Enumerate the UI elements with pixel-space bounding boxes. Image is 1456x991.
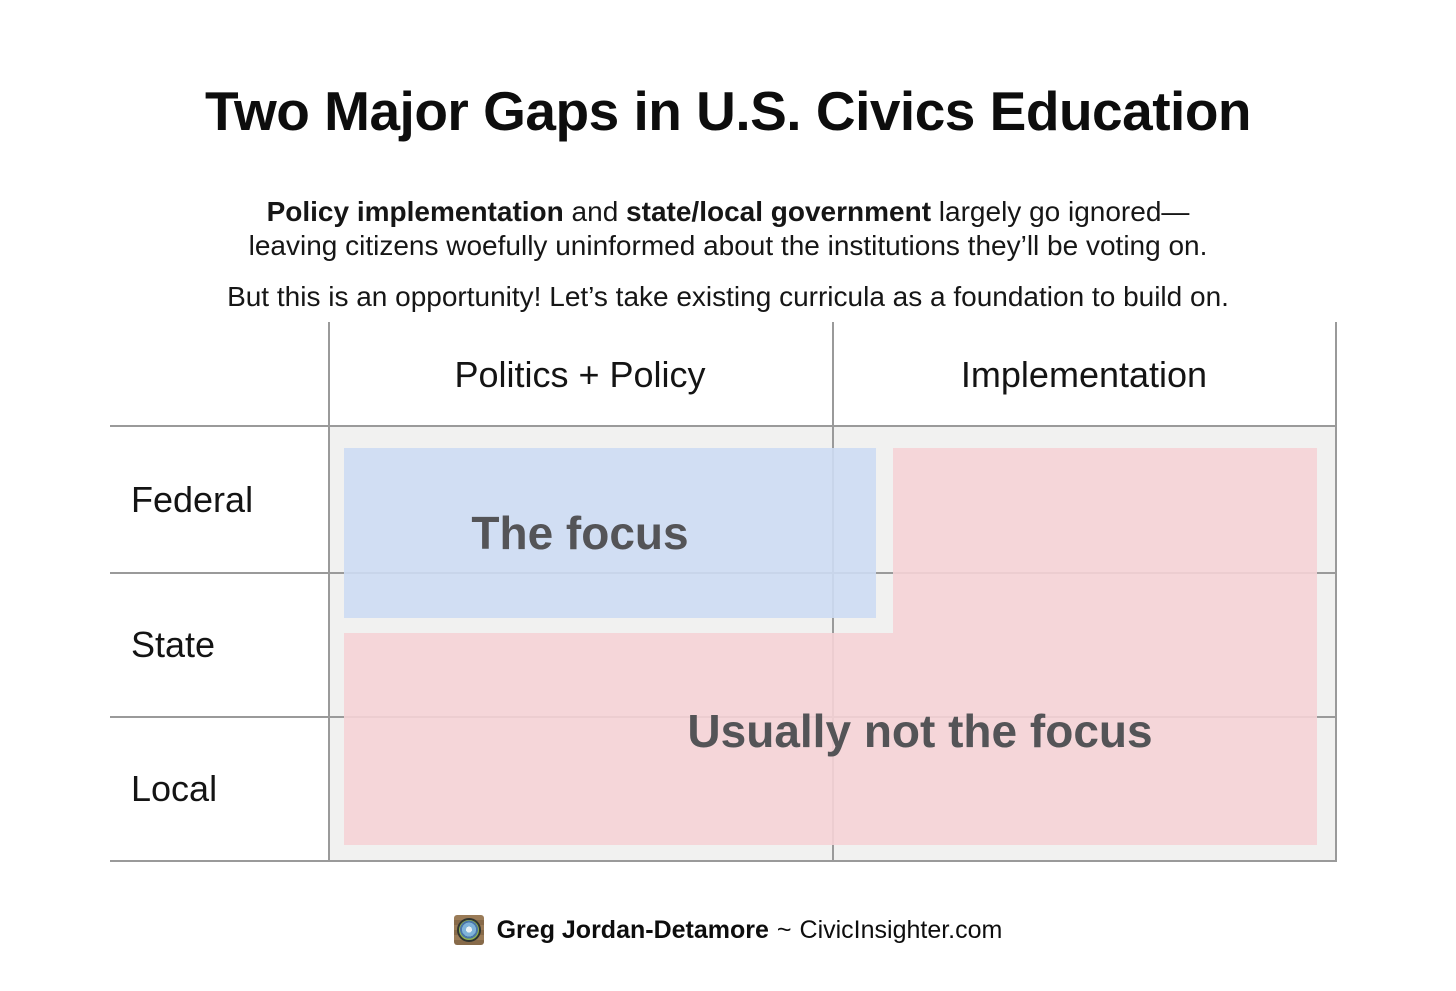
footer-text: Greg Jordan-Detamore ~ CivicInsighter.com bbox=[497, 916, 1003, 945]
intro-tail: largely go ignored— bbox=[931, 196, 1190, 227]
opportunity-text: But this is an opportunity! Let’s take e… bbox=[227, 281, 1229, 312]
row-label-state: State bbox=[131, 624, 216, 665]
focus-region bbox=[344, 448, 876, 618]
grid-vline-right bbox=[1335, 322, 1337, 862]
not-focus-region-label: Usually not the focus bbox=[687, 705, 1153, 757]
author-name: Greg Jordan-Detamore bbox=[496, 915, 769, 944]
civicinsighter-logo-icon bbox=[453, 915, 484, 945]
grid-hline-header bbox=[110, 425, 1337, 427]
grid-vline-left bbox=[328, 322, 330, 862]
intro-mid: and bbox=[563, 196, 627, 227]
intro-bold-state-local: state/local government bbox=[626, 196, 932, 227]
row-label-federal: Federal bbox=[131, 478, 254, 520]
tilde-separator: ~ bbox=[776, 915, 792, 944]
seal-icon bbox=[456, 918, 481, 942]
footer-credit: Greg Jordan-Detamore ~ CivicInsighter.com bbox=[0, 910, 1456, 950]
row-label-local: Local bbox=[131, 768, 218, 809]
column-header-politics-policy: Politics + Policy bbox=[454, 354, 706, 395]
site-name: CivicInsighter.com bbox=[799, 915, 1003, 944]
intro-line2: leaving citizens woefully uninformed abo… bbox=[248, 230, 1208, 261]
column-header-implementation: Implementation bbox=[960, 354, 1208, 395]
page-title: Two Major Gaps in U.S. Civics Education bbox=[204, 80, 1252, 142]
grid-hline-bottom bbox=[110, 860, 1337, 862]
focus-region-label: The focus bbox=[471, 507, 689, 559]
intro-bold-policy-implementation: Policy implementation bbox=[266, 196, 564, 227]
intro-text: Policy implementation and state/local go… bbox=[0, 195, 1456, 263]
